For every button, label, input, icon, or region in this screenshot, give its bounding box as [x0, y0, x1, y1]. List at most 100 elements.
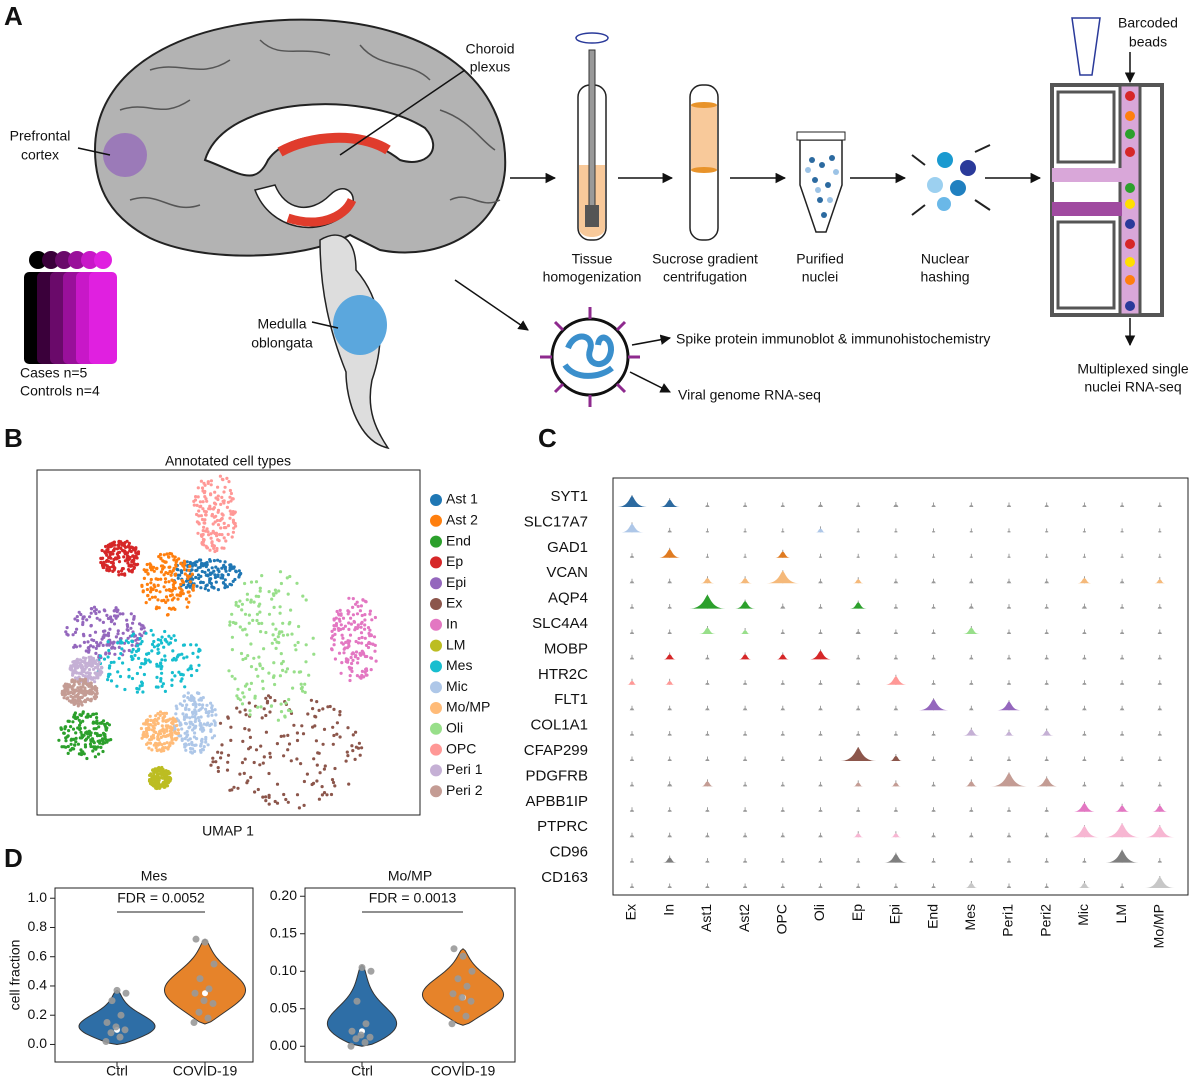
cell-dot — [344, 640, 348, 645]
cell-dot — [213, 708, 217, 712]
cell-dot — [212, 719, 216, 723]
cell-dot — [259, 744, 263, 748]
gene-violin — [817, 758, 824, 761]
legend-label: Mo/MP — [446, 699, 490, 715]
cell-dot — [167, 779, 171, 783]
cell-dot — [169, 573, 173, 577]
cell-dot — [301, 689, 305, 693]
cell-dot — [212, 544, 216, 548]
label: Choroid — [465, 41, 514, 57]
cell-dot — [199, 698, 203, 702]
cell-dot — [160, 684, 164, 689]
cell-dot — [318, 771, 322, 775]
cell-dot — [296, 640, 300, 645]
cell-dot — [362, 675, 366, 679]
cell-dot — [357, 741, 361, 745]
cell-dot — [162, 742, 166, 746]
cell-dot — [124, 639, 128, 643]
gene-violin — [893, 531, 898, 533]
cell-dot — [149, 563, 153, 568]
legend-label: Ast 1 — [446, 491, 478, 507]
cell-dot — [258, 610, 262, 614]
cell-dot — [162, 731, 166, 735]
gene-violin — [1081, 784, 1088, 787]
cell-dot — [93, 630, 98, 634]
gene-label: SYT1 — [550, 488, 588, 505]
cell-dot — [253, 790, 257, 794]
gene-violin — [780, 784, 786, 787]
gene-label: CFAP299 — [524, 742, 588, 759]
cell-dot — [286, 592, 290, 596]
cell-dot — [112, 540, 116, 544]
cell-dot — [200, 740, 204, 744]
data-point — [195, 1008, 203, 1016]
cell-dot — [248, 713, 252, 717]
cell-dot — [351, 658, 355, 663]
cell-dot — [76, 742, 80, 746]
cell-dot — [311, 781, 316, 786]
cell-dot — [260, 621, 264, 626]
cell-dot — [331, 742, 335, 746]
cell-dot — [240, 702, 245, 706]
cell-dot — [282, 792, 286, 797]
cell-dot — [227, 480, 231, 484]
gene-label: MOBP — [544, 640, 588, 657]
cell-dot — [119, 641, 123, 645]
cell-dot — [366, 626, 371, 630]
cell-dot — [146, 741, 150, 745]
cell-dot — [286, 733, 290, 738]
gene-violin — [629, 860, 635, 863]
cell-dot — [179, 679, 183, 683]
cell-dot — [156, 786, 160, 790]
gene-violin — [1119, 708, 1125, 711]
data-point — [453, 1005, 461, 1013]
cell-dot — [174, 563, 178, 567]
gene-violin — [704, 860, 711, 863]
cell-dot — [116, 629, 120, 633]
gene-violin — [1006, 504, 1012, 507]
x-tick-label: Ctrl — [351, 1063, 373, 1078]
cell-dot — [107, 666, 111, 670]
cell-dot — [94, 712, 98, 716]
cell-dot — [98, 618, 102, 622]
gene-violin — [620, 523, 644, 533]
cell-dot — [191, 577, 195, 581]
cell-dot — [363, 613, 367, 617]
cell-dot — [77, 752, 81, 756]
cell-dot — [321, 707, 325, 711]
cell-dot — [122, 649, 126, 653]
cell-dot — [130, 570, 134, 574]
cell-dot — [62, 731, 66, 735]
gene-violin — [1039, 730, 1054, 736]
cell-dot — [191, 586, 195, 590]
cell-dot — [183, 685, 187, 689]
gene-violin — [884, 853, 908, 863]
cell-dot — [107, 651, 111, 656]
cell-dot — [269, 704, 273, 708]
cell-dot — [271, 622, 275, 626]
cell-dot — [368, 628, 372, 632]
cell-dot — [87, 668, 92, 672]
cell-dot — [372, 635, 377, 639]
cell-dot — [70, 680, 74, 684]
cell-dot — [206, 568, 211, 572]
cell-dot — [112, 660, 116, 664]
cell-dot — [351, 613, 355, 617]
cell-dot — [268, 695, 272, 700]
gene-violin — [629, 784, 635, 787]
cell-dot — [275, 782, 280, 786]
gene-violin — [968, 657, 975, 660]
gene-violin — [930, 631, 937, 634]
gene-violin — [890, 782, 902, 787]
gene-violin — [855, 860, 861, 863]
cell-dot — [90, 607, 94, 611]
cell-dot — [120, 572, 124, 576]
cell-dot — [158, 741, 162, 745]
cell-dot — [142, 672, 146, 677]
cell-dot — [149, 590, 153, 594]
cell-dot — [247, 728, 251, 732]
cell-dot — [130, 655, 134, 659]
gene-violin — [742, 809, 748, 812]
cell-dot — [233, 521, 237, 526]
cell-dot — [273, 799, 277, 804]
